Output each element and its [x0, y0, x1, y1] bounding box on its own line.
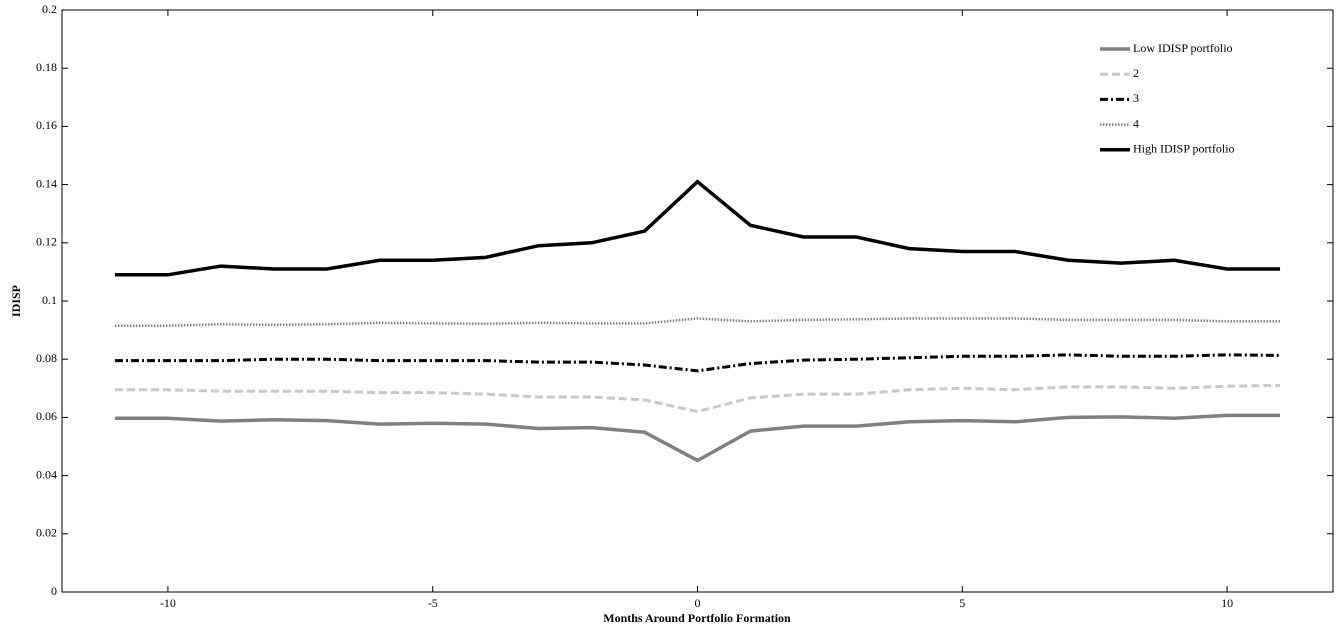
x-tick-label: 10	[1221, 596, 1233, 610]
legend-label: 3	[1133, 91, 1139, 105]
y-axis-title: IDISP	[9, 285, 23, 317]
y-tick-label: 0.06	[36, 409, 57, 423]
y-tick-label: 0.08	[36, 351, 57, 365]
legend-label: Low IDISP portfolio	[1133, 41, 1233, 55]
legend-label: 4	[1133, 116, 1139, 130]
y-tick-label: 0.14	[36, 176, 57, 190]
y-tick-label: 0	[51, 584, 57, 598]
y-tick-label: 0.18	[36, 60, 57, 74]
series-line	[114, 179, 1281, 277]
x-tick-label: 5	[959, 596, 965, 610]
x-tick-label: -5	[428, 596, 438, 610]
y-tick-label: 0.12	[36, 235, 57, 249]
x-tick-label: 0	[695, 596, 701, 610]
series-line	[114, 317, 1281, 327]
x-tick-label: -10	[160, 596, 176, 610]
plot-frame	[61, 9, 1334, 593]
legend-label: High IDISP portfolio	[1133, 142, 1235, 156]
series-line	[114, 353, 1281, 373]
y-tick-label: 0.2	[42, 2, 57, 16]
y-tick-label: 0.1	[42, 293, 57, 307]
y-tick-label: 0.02	[36, 526, 57, 540]
series-line	[114, 413, 1281, 463]
y-tick-label: 0.16	[36, 118, 57, 132]
legend-label: 2	[1133, 66, 1139, 80]
y-tick-label: 0.04	[36, 467, 57, 481]
x-axis-title: Months Around Portfolio Formation	[603, 611, 791, 625]
series-line	[114, 383, 1281, 414]
